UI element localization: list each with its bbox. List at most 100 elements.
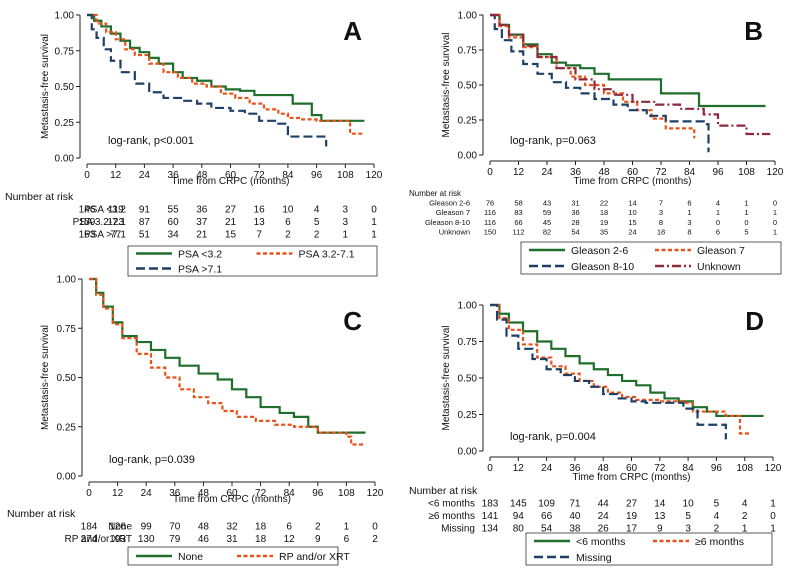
x-tick-label: 120 — [366, 170, 383, 181]
x-tick-label: 48 — [198, 488, 210, 499]
x-tick-label: 108 — [738, 167, 755, 178]
risk-cell: 18 — [600, 208, 608, 217]
x-tick-label: 120 — [367, 488, 384, 499]
x-tick-label: 120 — [765, 463, 782, 474]
risk-cell: 83 — [514, 208, 522, 217]
risk-cell: 15 — [225, 230, 237, 241]
risk-cell: 40 — [569, 511, 581, 522]
legend-box — [127, 245, 378, 277]
x-tick-label: 48 — [196, 170, 208, 181]
risk-cell: 1 — [687, 208, 691, 217]
y-tick-label: 0.00 — [458, 447, 478, 458]
risk-cell: 6 — [687, 199, 691, 208]
risk-cell: 153 — [79, 230, 96, 241]
panel-B: 0.000.250.500.751.000 12 24 36 48 60 72 84 96 108… — [409, 11, 784, 275]
risk-cell: 14 — [654, 499, 666, 510]
risk-cell: 60 — [168, 217, 180, 228]
risk-cell: 9 — [657, 524, 663, 535]
y-axis-title: Metastasis-free survival — [40, 34, 51, 139]
risk-cell: 1 — [344, 522, 350, 533]
risk-cell: 36 — [196, 205, 208, 216]
risk-cell: 1 — [371, 230, 377, 241]
risk-cell: 38 — [569, 524, 581, 535]
x-axis-title: Time from CRPC (months) — [173, 494, 291, 505]
x-tick-label: 108 — [337, 170, 354, 181]
risk-cell: 3 — [685, 524, 691, 535]
risk-cell: 3 — [343, 217, 349, 228]
risk-cell: 15 — [628, 218, 636, 227]
y-axis-title: Metastasis-free survival — [40, 325, 51, 430]
risk-cell: 2 — [315, 522, 321, 533]
risk-cell: 159 — [79, 217, 96, 228]
risk-cell: 1 — [744, 199, 748, 208]
x-tick-label: 108 — [736, 463, 753, 474]
risk-cell: 26 — [598, 524, 610, 535]
risk-cell: 22 — [600, 199, 608, 208]
risk-cell: 145 — [510, 499, 527, 510]
risk-cell: 45 — [543, 218, 551, 227]
risk-cell: 31 — [226, 534, 238, 545]
x-tick-label: 36 — [168, 170, 180, 181]
risk-cell: 32 — [226, 522, 238, 533]
risk-cell: 112 — [513, 227, 525, 236]
series-line-gleason-2-6 — [490, 13, 766, 108]
risk-cell: 0 — [371, 205, 377, 216]
legend-label: Unknown — [697, 261, 741, 273]
legend-box — [127, 546, 339, 566]
risk-cell: 80 — [513, 524, 525, 535]
x-tick-label: 72 — [255, 488, 267, 499]
x-tick-label: 96 — [712, 167, 724, 178]
risk-cell: 4 — [714, 511, 720, 522]
risk-cell: 70 — [169, 522, 181, 533]
risk-cell: 1 — [343, 230, 349, 241]
x-tick-label: 96 — [312, 488, 324, 499]
x-tick-label: 96 — [311, 170, 323, 181]
logrank-annotation: log-rank, p=0.004 — [510, 431, 596, 443]
risk-cell: 24 — [598, 511, 610, 522]
x-tick-label: 48 — [598, 463, 610, 474]
risk-cell: 18 — [255, 534, 267, 545]
x-tick-label: 24 — [141, 488, 153, 499]
risk-cell: 94 — [513, 511, 525, 522]
risk-cell: 1 — [770, 499, 776, 510]
series-line-none — [89, 277, 366, 434]
risk-cell: 3 — [687, 218, 691, 227]
x-tick-label: 84 — [282, 170, 294, 181]
y-tick-label: 0.75 — [458, 337, 478, 348]
risk-row-label: Gleason 7 — [436, 208, 470, 217]
risk-cell: 2 — [372, 534, 378, 545]
series-line-gleason-8-10 — [490, 13, 710, 153]
risk-cell: 55 — [168, 205, 180, 216]
legend-label: Gleason 2-6 — [571, 245, 628, 257]
risk-cell: 10 — [683, 499, 695, 510]
risk-cell: 126 — [109, 522, 126, 533]
risk-cell: 1 — [744, 208, 748, 217]
x-tick-label: 36 — [569, 463, 581, 474]
risk-cell: 6 — [716, 227, 720, 236]
risk-cell: 12 — [284, 534, 296, 545]
risk-cell: 27 — [626, 499, 638, 510]
risk-cell: 116 — [484, 218, 496, 227]
risk-cell: 2 — [285, 230, 291, 241]
panel-letter: B — [744, 16, 763, 46]
x-tick-label: 24 — [541, 167, 553, 178]
x-tick-label: 0 — [86, 488, 92, 499]
panel-letter: D — [745, 306, 764, 336]
legend-label: RP and/or XRT — [279, 551, 350, 563]
risk-cell: 1 — [773, 227, 777, 236]
risk-cell: 58 — [514, 199, 522, 208]
risk-cell: 24 — [628, 227, 636, 236]
risk-cell: 71 — [569, 499, 581, 510]
logrank-annotation: log-rank, p=0.039 — [109, 454, 195, 466]
risk-cell: 1 — [716, 208, 720, 217]
risk-cell: 7 — [659, 199, 663, 208]
y-tick-label: 1.00 — [57, 275, 77, 286]
legend-label: PSA 3.2-7.1 — [299, 249, 355, 261]
series-line-unknown — [490, 13, 771, 136]
risk-cell: 14 — [628, 199, 636, 208]
risk-cell: 54 — [541, 524, 553, 535]
risk-cell: 3 — [343, 205, 349, 216]
x-axis-title: Time from CRPC (months) — [574, 176, 692, 187]
panel-C: 0.000.250.500.751.000 12 24 36 48 60 72 84 96 108… — [7, 275, 384, 566]
